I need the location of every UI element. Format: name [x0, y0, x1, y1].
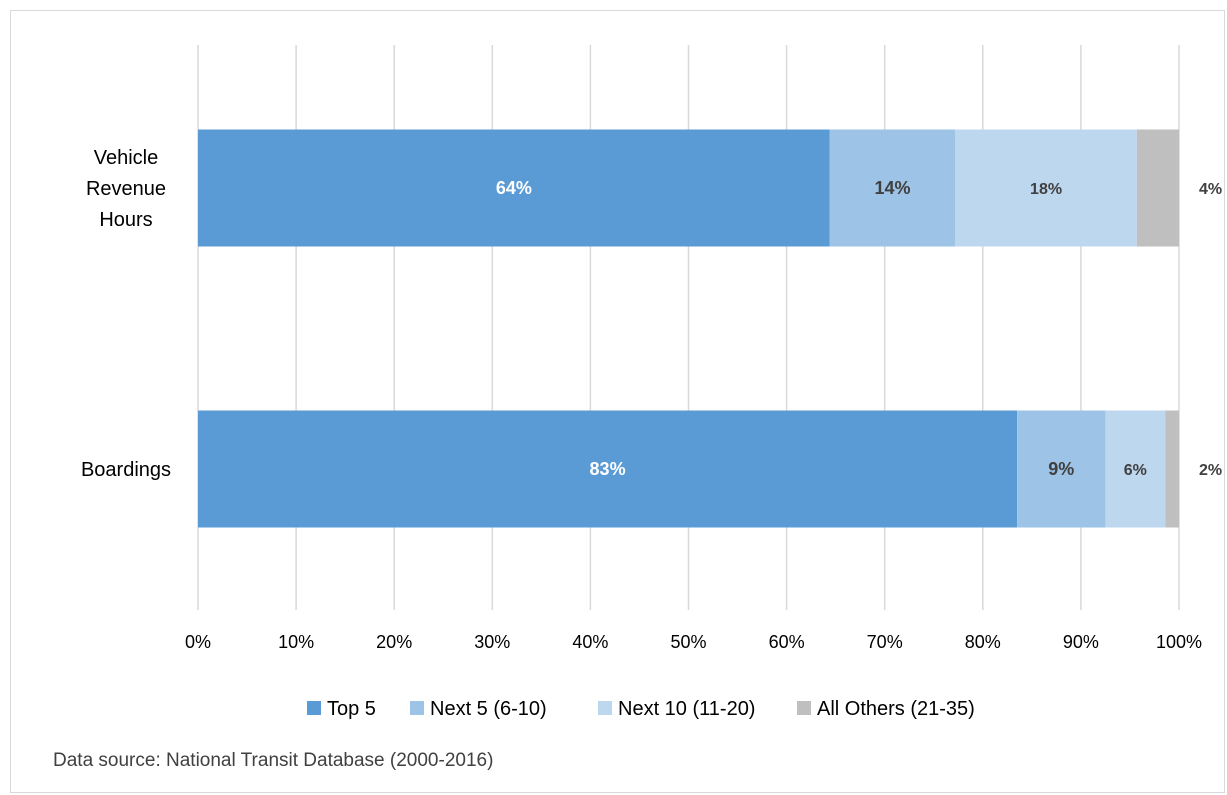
bar-segment-top-5: [198, 129, 830, 247]
data-label-next-10-11-20: 18%: [1030, 181, 1062, 198]
data-source-note: Data source: National Transit Database (…: [53, 750, 494, 771]
x-tick-label: 40%: [572, 632, 608, 652]
bar-segment-all-others-21-35: [1136, 129, 1179, 247]
data-label-next-10-11-20: 6%: [1124, 462, 1147, 479]
data-label-next-5-6-10: 14%: [875, 178, 911, 198]
bar-segment-next-5-6-10: [1017, 410, 1106, 528]
x-tick-label: 60%: [769, 632, 805, 652]
bar-segment-all-others-21-35: [1165, 410, 1179, 528]
legend-label-all-others-21-35: All Others (21-35): [817, 698, 975, 720]
legend-swatch-next-10-11-20: [598, 701, 612, 715]
legend-swatch-all-others-21-35: [797, 701, 811, 715]
category-label: Vehicle Revenue Hours: [86, 147, 166, 231]
x-tick-label: 80%: [965, 632, 1001, 652]
bar-segment-top-5: [198, 410, 1018, 528]
x-tick-label: 50%: [670, 632, 706, 652]
x-tick-label: 20%: [376, 632, 412, 652]
x-tick-label: 70%: [867, 632, 903, 652]
x-tick-label: 100%: [1156, 632, 1202, 652]
x-tick-label: 90%: [1063, 632, 1099, 652]
data-label-next-5-6-10: 9%: [1048, 459, 1074, 479]
data-label-top-5: 83%: [590, 459, 626, 479]
x-tick-label: 10%: [278, 632, 314, 652]
legend-swatch-next-5-6-10: [410, 701, 424, 715]
legend: Top 5 Next 5 (6-10) Next 10 (11-20) All Oth…: [307, 698, 975, 720]
bars: [198, 129, 1179, 528]
data-label-top-5: 64%: [496, 178, 532, 198]
legend-swatch-top-5: [307, 701, 321, 715]
category-label: Boardings: [81, 459, 171, 481]
bar-segment-next-10-11-20: [955, 129, 1137, 247]
data-label-all-others-21-35: 2%: [1199, 462, 1222, 479]
x-tick-label: 0%: [185, 632, 211, 652]
x-axis-ticks: 0% 10% 20% 30% 40% 50% 60% 70% 80% 90% 100%: [185, 632, 1202, 652]
bar-segment-next-5-6-10: [829, 129, 956, 247]
category-labels: Vehicle Revenue Hours Boardings: [81, 147, 171, 481]
bar-labels: 64% 14% 18% 4% 83% 9% 6% 2%: [496, 178, 1222, 479]
legend-label-top-5: Top 5: [327, 698, 376, 720]
x-tick-label: 30%: [474, 632, 510, 652]
legend-label-next-5-6-10: Next 5 (6-10): [430, 698, 547, 720]
data-label-all-others-21-35: 4%: [1199, 181, 1222, 198]
bar-segment-next-10-11-20: [1105, 410, 1166, 528]
legend-label-next-10-11-20: Next 10 (11-20): [618, 698, 755, 720]
